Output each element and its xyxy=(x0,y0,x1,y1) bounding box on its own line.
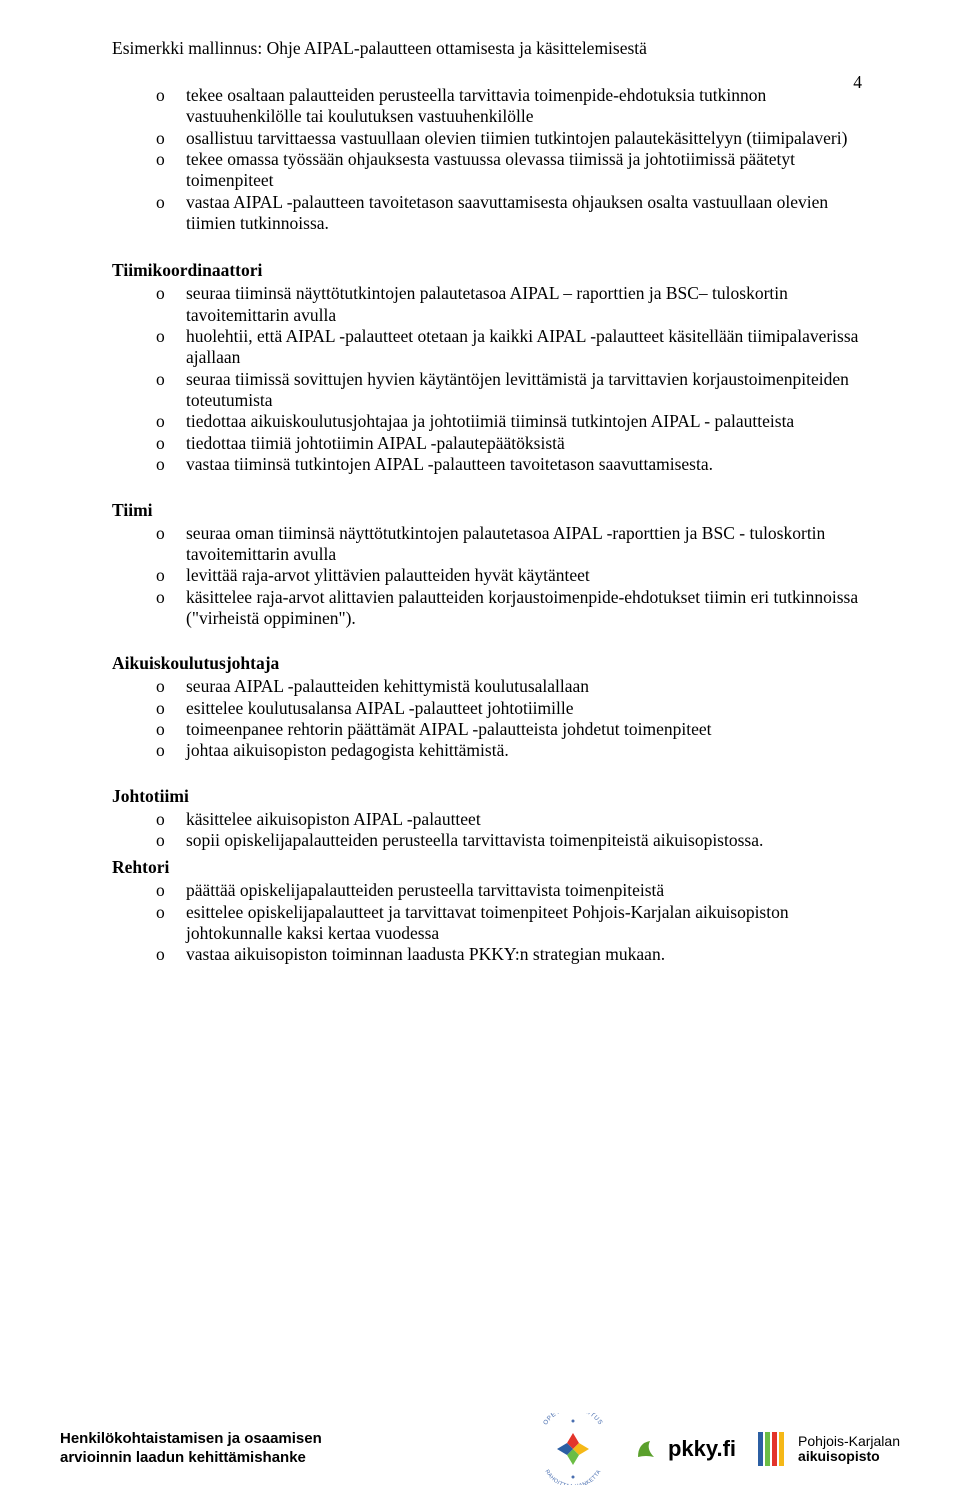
list-item: toimeenpanee rehtorin päättämät AIPAL -p… xyxy=(156,719,862,740)
pkky-text: pkky.fi xyxy=(668,1436,736,1462)
intro-block: tekee osaltaan palautteiden perusteella … xyxy=(112,85,862,234)
list-item: vastaa aikuisopiston toiminnan laadusta … xyxy=(156,944,862,965)
list-item: sopii opiskelijapalautteiden perusteella… xyxy=(156,830,862,851)
list-item: seuraa tiimissä sovittujen hyvien käytän… xyxy=(156,369,862,412)
list-item: huolehtii, että AIPAL -palautteet otetaa… xyxy=(156,326,862,369)
list-item: vastaa tiiminsä tutkintojen AIPAL -palau… xyxy=(156,454,862,475)
section-aikuiskoulutusjohtaja: Aikuiskoulutusjohtaja seuraa AIPAL -pala… xyxy=(112,653,862,761)
list-item: osallistuu tarvittaessa vastuullaan olev… xyxy=(156,128,862,149)
opetushallitus-logo: OPETUSHALLITUS RAHOITTAA HANKETTA xyxy=(534,1413,612,1485)
list-item: käsittelee aikuisopiston AIPAL -palautte… xyxy=(156,809,862,830)
list-item: seuraa oman tiiminsä näyttötutkintojen p… xyxy=(156,523,862,566)
list-item: vastaa AIPAL -palautteen tavoitetason sa… xyxy=(156,192,862,235)
section-list: seuraa tiiminsä näyttötutkintojen palaut… xyxy=(112,283,862,475)
footer-line1: Henkilökohtaistamisen ja osaamisen xyxy=(60,1430,322,1449)
list-item: tekee omassa työssään ohjauksesta vastuu… xyxy=(156,149,862,192)
pkky-icon xyxy=(632,1435,660,1463)
intro-list: tekee osaltaan palautteiden perusteella … xyxy=(112,85,862,234)
pk-line1: Pohjois-Karjalan xyxy=(798,1434,900,1449)
section-list: käsittelee aikuisopiston AIPAL -palautte… xyxy=(112,809,862,852)
list-item: tiedottaa tiimiä johtotiimin AIPAL -pala… xyxy=(156,433,862,454)
section-heading: Tiimikoordinaattori xyxy=(112,260,862,281)
section-tiimikoordinaattori: Tiimikoordinaattori seuraa tiiminsä näyt… xyxy=(112,260,862,475)
section-heading: Aikuiskoulutusjohtaja xyxy=(112,653,862,674)
section-heading: Johtotiimi xyxy=(112,786,862,807)
list-item: levittää raja-arvot ylittävien palauttei… xyxy=(156,565,862,586)
section-heading: Tiimi xyxy=(112,500,862,521)
section-heading: Rehtori xyxy=(112,857,862,878)
footer-project-title: Henkilökohtaistamisen ja osaamisen arvio… xyxy=(60,1430,322,1468)
footer-line2: arvioinnin laadun kehittämishanke xyxy=(60,1449,322,1468)
page-header: Esimerkki mallinnus: Ohje AIPAL-palautte… xyxy=(112,38,862,59)
section-list: seuraa AIPAL -palautteiden kehittymistä … xyxy=(112,676,862,761)
document-page: Esimerkki mallinnus: Ohje AIPAL-palautte… xyxy=(0,0,960,1501)
list-item: esittelee opiskelijapalautteet ja tarvit… xyxy=(156,902,862,945)
list-item: tiedottaa aikuiskoulutusjohtajaa ja joht… xyxy=(156,411,862,432)
section-list: päättää opiskelijapalautteiden perusteel… xyxy=(112,880,862,965)
list-item: johtaa aikuisopiston pedagogista kehittä… xyxy=(156,740,862,761)
list-item: esittelee koulutusalansa AIPAL -palautte… xyxy=(156,698,862,719)
pk-aikuisopisto-logo: Pohjois-Karjalan aikuisopisto xyxy=(756,1430,900,1468)
list-item: seuraa tiiminsä näyttötutkintojen palaut… xyxy=(156,283,862,326)
section-tiimi: Tiimi seuraa oman tiiminsä näyttötutkint… xyxy=(112,500,862,630)
pk-line2: aikuisopisto xyxy=(798,1449,900,1464)
opetushallitus-icon: OPETUSHALLITUS RAHOITTAA HANKETTA xyxy=(534,1413,612,1485)
pk-logo-text: Pohjois-Karjalan aikuisopisto xyxy=(798,1434,900,1463)
list-item: käsittelee raja-arvot alittavien palautt… xyxy=(156,587,862,630)
section-list: seuraa oman tiiminsä näyttötutkintojen p… xyxy=(112,523,862,630)
list-item: päättää opiskelijapalautteiden perusteel… xyxy=(156,880,862,901)
page-footer: Henkilökohtaistamisen ja osaamisen arvio… xyxy=(0,1411,960,1501)
list-item: seuraa AIPAL -palautteiden kehittymistä … xyxy=(156,676,862,697)
section-johtotiimi: Johtotiimi käsittelee aikuisopiston AIPA… xyxy=(112,786,862,852)
section-rehtori: Rehtori päättää opiskelijapalautteiden p… xyxy=(112,857,862,965)
list-item: tekee osaltaan palautteiden perusteella … xyxy=(156,85,862,128)
pk-stripes-icon xyxy=(756,1430,790,1468)
pkky-logo: pkky.fi xyxy=(632,1435,736,1463)
